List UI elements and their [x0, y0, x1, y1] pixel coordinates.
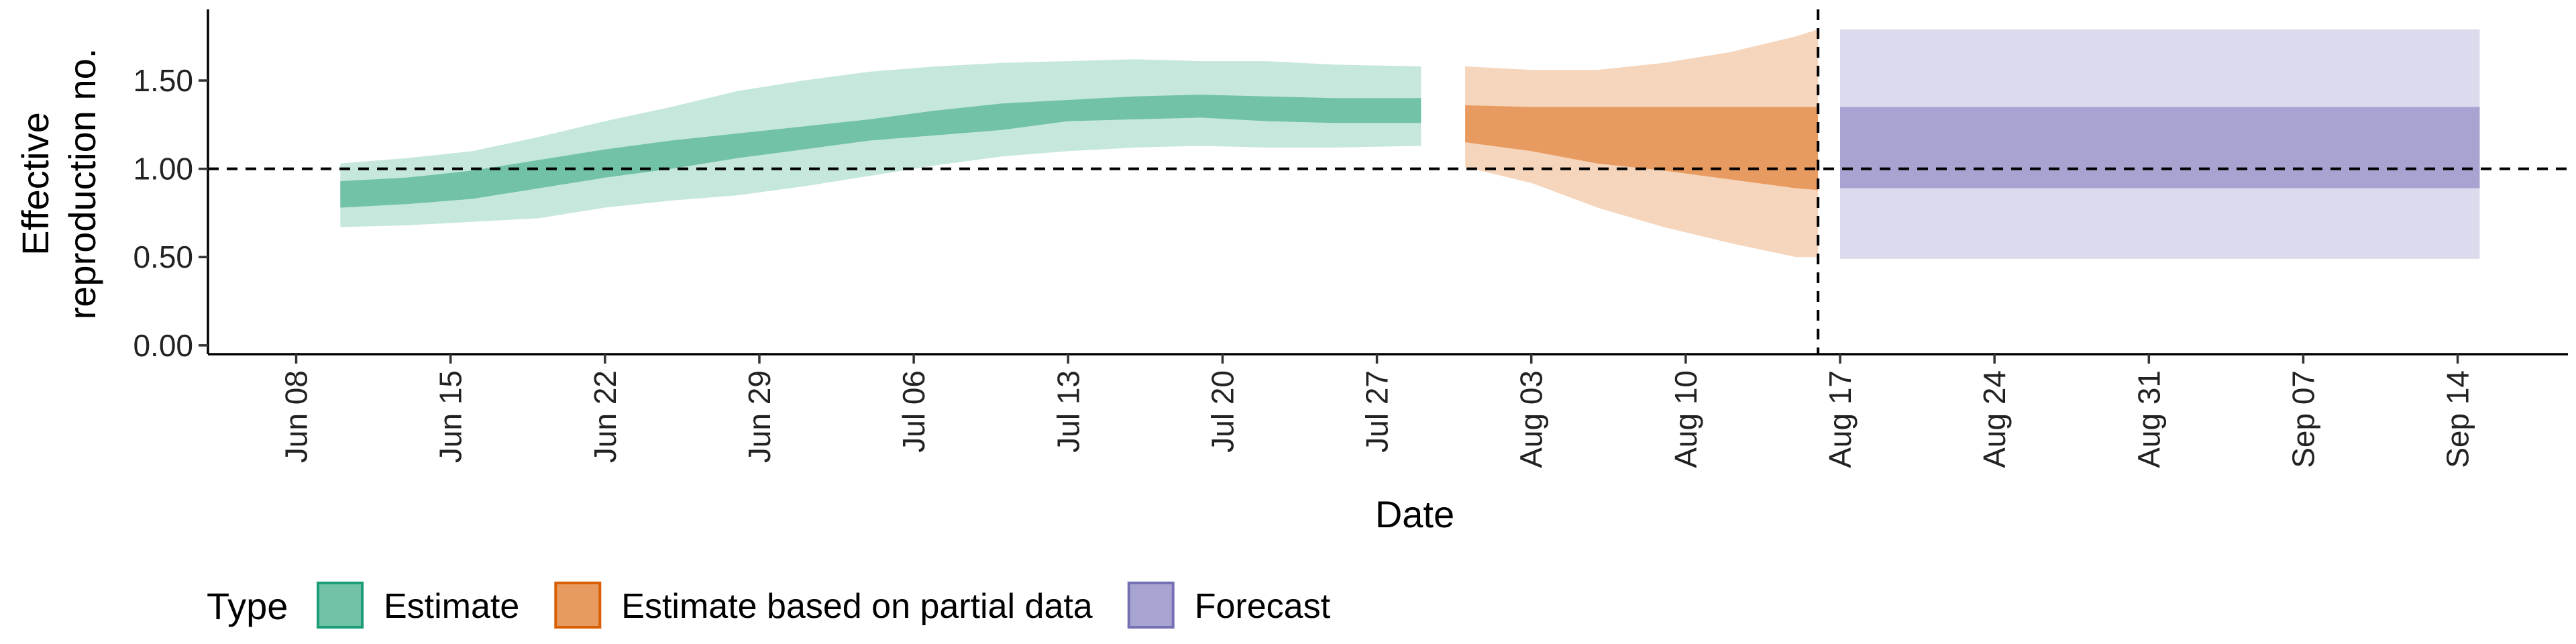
y-tick-label: 0.50 — [133, 239, 193, 274]
x-tick-label: Aug 10 — [1668, 370, 1703, 468]
legend-key-estimate-based-on-partial-data — [554, 582, 602, 629]
legend-label-estimate: Estimate — [384, 587, 519, 626]
x-tick-label: Aug 31 — [2131, 370, 2166, 468]
x-tick-label: Aug 24 — [1977, 370, 2012, 468]
y-tick-label: 0.00 — [133, 328, 193, 363]
x-tick-label: Jul 13 — [1051, 370, 1085, 453]
legend-key-estimate — [317, 582, 364, 629]
x-tick-label: Jun 29 — [742, 370, 777, 463]
estimate-band-90 — [340, 59, 1421, 227]
estimate-band-50 — [340, 95, 1421, 208]
axes: 0.00 0.50 1.00 1.50 Jun 08 Jun 15 Jun 22 Jun 29… — [14, 9, 2568, 535]
x-tick-label: Aug 17 — [1823, 370, 1858, 468]
x-tick-label: Jul 27 — [1360, 370, 1395, 453]
y-tick-label: 1.00 — [133, 152, 193, 186]
forecast-band-50 — [1840, 107, 2480, 189]
legend-title: Type — [207, 585, 288, 627]
x-tick-label: Sep 07 — [2286, 370, 2320, 468]
x-tick-label: Aug 03 — [1514, 370, 1549, 468]
x-tick-label: Jul 20 — [1205, 370, 1240, 453]
legend-label-forecast: Forecast — [1195, 587, 1331, 626]
x-axis-title: Date — [1375, 493, 1454, 535]
legend-key-forecast — [1127, 582, 1175, 629]
y-axis-title-line-2: reproduction no. — [61, 48, 103, 320]
x-tick-label: Jun 22 — [588, 370, 623, 463]
y-axis-title-line-1: Effective — [14, 112, 56, 256]
x-tick-label: Jul 06 — [896, 370, 931, 453]
uncertainty-bands — [340, 29, 2480, 259]
x-tick-label: Jun 15 — [433, 370, 468, 463]
y-tick-label: 1.50 — [133, 63, 193, 98]
reference-lines — [208, 9, 2568, 354]
x-tick-label: Jun 08 — [279, 370, 314, 463]
legend-label-estimate-based-on-partial-data: Estimate based on partial data — [621, 587, 1093, 626]
legend: Type Estimate Estimate based on partial da… — [207, 582, 1331, 629]
x-tick-label: Sep 14 — [2440, 370, 2475, 468]
